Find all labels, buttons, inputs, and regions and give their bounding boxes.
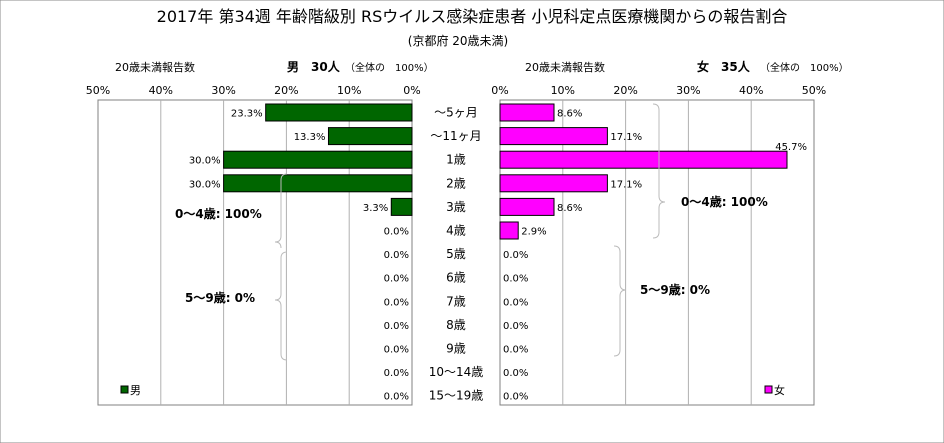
male-header-label: 20歳未満報告数 xyxy=(115,61,195,74)
male-data-label: 0.0% xyxy=(384,297,409,308)
category-label: 7歳 xyxy=(446,294,466,308)
category-label: 8歳 xyxy=(446,318,466,332)
category-label: 10～14歳 xyxy=(429,365,484,379)
male-x-tick: 0% xyxy=(403,84,420,97)
male-data-label: 13.3% xyxy=(294,132,326,143)
male-bar xyxy=(390,197,413,216)
female-bracket-5-9-line xyxy=(613,245,627,357)
category-label: 1歳 xyxy=(446,153,466,167)
male-legend-swatch xyxy=(120,385,129,394)
female-data-label: 0.0% xyxy=(503,321,528,332)
category-label: 15～19歳 xyxy=(429,389,484,403)
male-bar xyxy=(327,127,413,146)
female-annotation-0-4: 0～4歳: 100% xyxy=(681,194,768,209)
category-label: ～11ヶ月 xyxy=(430,129,481,143)
male-bar xyxy=(223,174,413,193)
male-data-label: 0.0% xyxy=(384,392,409,403)
female-x-tick: 30% xyxy=(676,84,700,97)
category-label: ～5ヶ月 xyxy=(434,106,478,120)
male-x-tick: 30% xyxy=(211,84,235,97)
male-data-label: 0.0% xyxy=(384,368,409,379)
male-x-tick: 50% xyxy=(86,84,110,97)
bracket-lines xyxy=(274,103,666,361)
female-x-tick: 50% xyxy=(802,84,826,97)
category-label: 3歳 xyxy=(446,200,466,214)
female-bar xyxy=(499,197,555,216)
female-data-label: 8.6% xyxy=(557,203,582,214)
male-header-total: （全体の 100%） xyxy=(345,61,434,74)
male-data-label: 23.3% xyxy=(231,109,263,120)
female-data-label: 17.1% xyxy=(610,132,642,143)
female-data-label: 45.7% xyxy=(775,142,807,153)
category-label: 5歳 xyxy=(446,247,466,261)
male-legend-label: 男 xyxy=(130,384,141,397)
chart-subtitle: (京都府 20歳未満) xyxy=(408,33,508,48)
female-bar xyxy=(499,174,608,193)
male-data-label: 0.0% xyxy=(384,250,409,261)
male-data-label: 0.0% xyxy=(384,274,409,285)
female-legend-label: 女 xyxy=(774,383,785,397)
female-header-count: 女 35人 xyxy=(697,59,751,74)
female-x-tick: 40% xyxy=(739,84,763,97)
male-data-label: 0.0% xyxy=(384,345,409,356)
female-data-label: 0.0% xyxy=(503,297,528,308)
male-annotation-5-9: 5～9歳: 0% xyxy=(185,290,255,305)
female-data-label: 0.0% xyxy=(503,368,528,379)
category-label: 2歳 xyxy=(446,176,466,190)
female-data-label: 0.0% xyxy=(503,250,528,261)
male-x-tick: 20% xyxy=(274,84,298,97)
female-bracket-0-4-line xyxy=(652,103,666,239)
female-data-label: 17.1% xyxy=(610,179,642,190)
female-header-total: （全体の 100%） xyxy=(760,61,849,74)
female-annotation-5-9: 5～9歳: 0% xyxy=(640,282,710,297)
female-data-label: 0.0% xyxy=(503,392,528,403)
female-legend-swatch xyxy=(764,385,773,394)
category-label: 4歳 xyxy=(446,224,466,238)
male-bracket-5-9-line xyxy=(274,251,288,361)
male-data-label: 0.0% xyxy=(384,321,409,332)
female-x-tick: 10% xyxy=(551,84,575,97)
male-data-label: 0.0% xyxy=(384,227,409,238)
female-data-label: 8.6% xyxy=(557,109,582,120)
chart-title: 2017年 第34週 年齢階級別 RSウイルス感染症患者 小児科定点医療機関から… xyxy=(157,7,788,26)
female-x-tick: 0% xyxy=(491,84,508,97)
female-data-label: 0.0% xyxy=(503,345,528,356)
male-data-label: 30.0% xyxy=(189,179,221,190)
male-header-count: 男 30人 xyxy=(287,59,341,74)
female-bar xyxy=(499,127,608,146)
female-bar xyxy=(499,221,519,240)
male-bracket-0-4-line xyxy=(274,173,288,249)
male-x-tick: 10% xyxy=(337,84,361,97)
female-data-label: 0.0% xyxy=(503,274,528,285)
category-label: 6歳 xyxy=(446,271,466,285)
male-annotation-0-4: 0～4歳: 100% xyxy=(175,206,262,221)
male-bar xyxy=(223,150,413,169)
female-x-tick: 20% xyxy=(613,84,637,97)
female-plot-area xyxy=(499,99,815,406)
male-data-label: 3.3% xyxy=(363,203,388,214)
female-data-label: 2.9% xyxy=(521,227,546,238)
female-header-label: 20歳未満報告数 xyxy=(525,61,605,74)
male-x-tick: 40% xyxy=(149,84,173,97)
male-data-label: 30.0% xyxy=(189,156,221,167)
female-bar xyxy=(499,103,555,122)
male-bar xyxy=(265,103,413,122)
category-label: 9歳 xyxy=(446,342,466,356)
male-plot-area xyxy=(97,99,413,406)
female-bar xyxy=(499,150,788,169)
